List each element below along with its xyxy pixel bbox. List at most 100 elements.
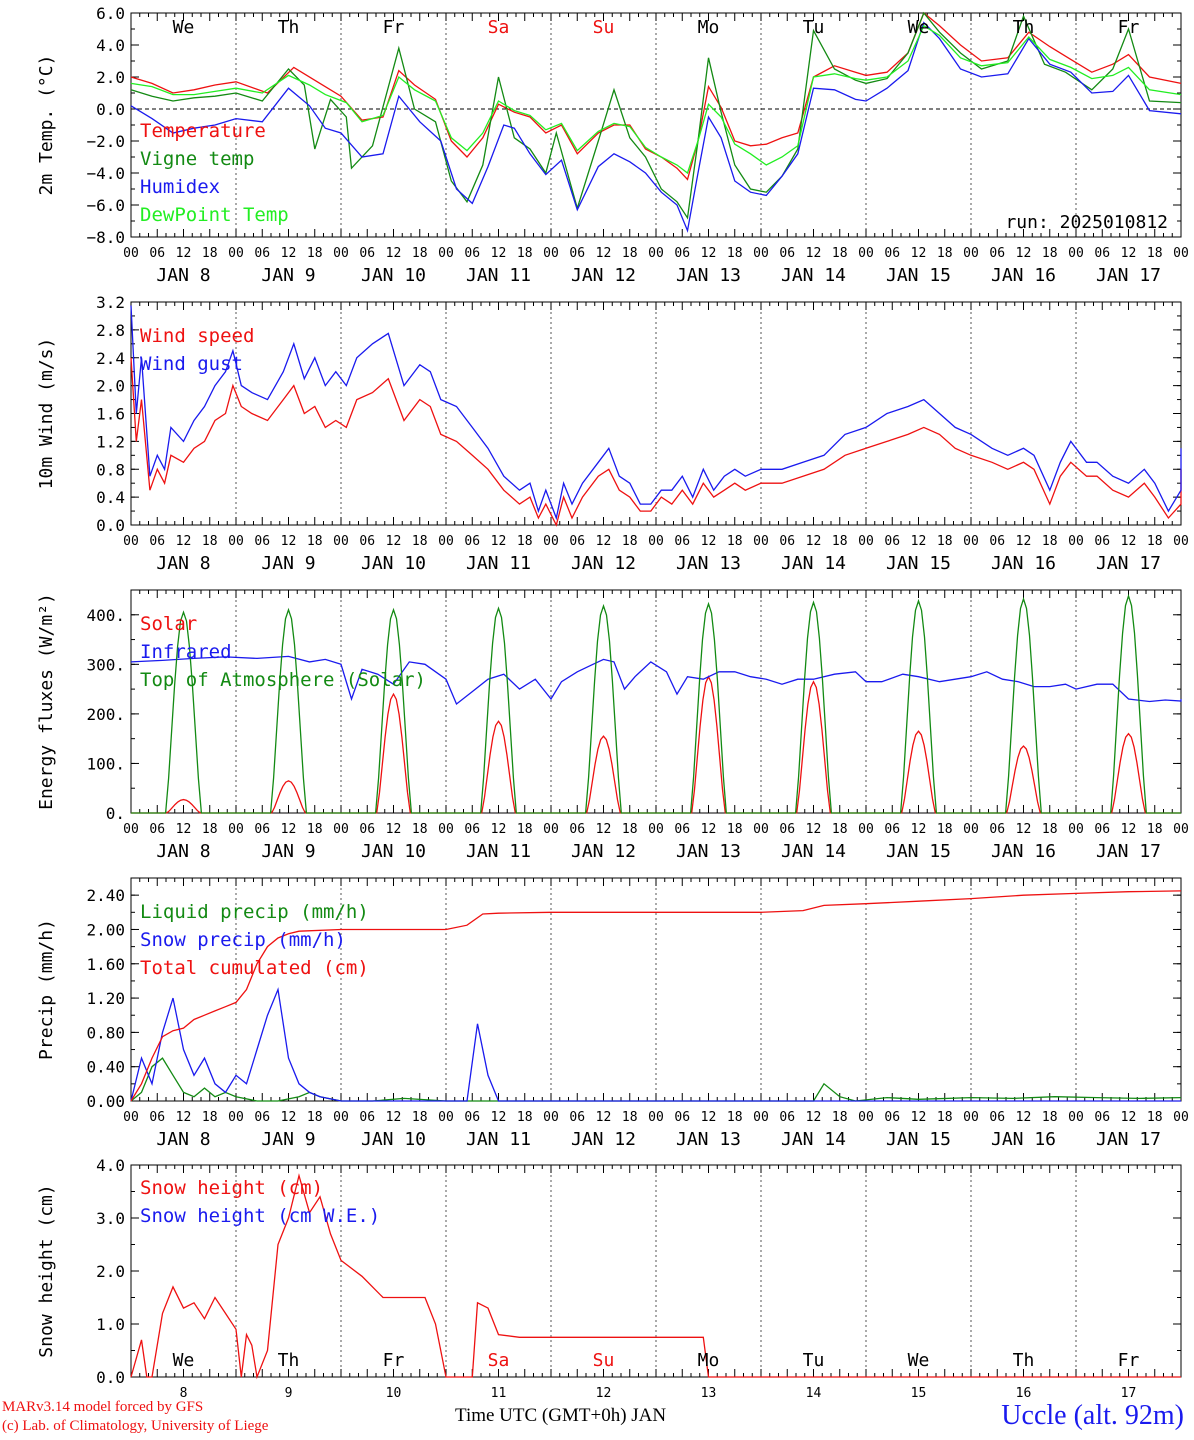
- hour-label: 00: [123, 822, 139, 837]
- y-tick-label: 3.0: [96, 1209, 125, 1228]
- y-tick-label: 200.: [86, 705, 125, 724]
- y-tick-label: 0.40: [86, 1058, 125, 1077]
- y-tick-label: 0.0: [96, 100, 125, 119]
- day-label: Mo: [698, 1350, 720, 1371]
- day-label: We: [908, 1350, 930, 1371]
- hour-label: 00: [1068, 1110, 1084, 1125]
- hour-label: 18: [937, 534, 953, 549]
- y-tick-label: 0.0: [96, 1368, 125, 1387]
- date-label: JAN 9: [261, 841, 315, 862]
- hour-label: 12: [911, 822, 927, 837]
- day-number-label: 10: [386, 1386, 402, 1401]
- date-label: JAN 11: [466, 265, 531, 286]
- hour-label: 06: [359, 822, 375, 837]
- station-label: Uccle (alt. 92m): [1001, 1400, 1184, 1431]
- hour-label: 06: [149, 1110, 165, 1125]
- y-tick-label: 2.8: [96, 321, 125, 340]
- hour-label: 12: [1016, 534, 1032, 549]
- hour-label: 12: [596, 822, 612, 837]
- y-tick-label: 2.00: [86, 920, 125, 939]
- y-axis-label: Snow height (cm): [36, 1184, 57, 1357]
- date-label: JAN 11: [466, 553, 531, 574]
- series-line: [130, 890, 1182, 1102]
- hour-label: 00: [753, 534, 769, 549]
- hour-label: 00: [648, 534, 664, 549]
- hour-label: 18: [412, 534, 428, 549]
- y-tick-label: −4.0: [86, 164, 125, 183]
- hour-label: 18: [517, 534, 533, 549]
- series-line: [131, 675, 1181, 814]
- hour-label: 00: [543, 534, 559, 549]
- y-tick-label: 0.8: [96, 460, 125, 479]
- date-label: JAN 8: [156, 265, 210, 286]
- hour-label: 18: [937, 822, 953, 837]
- hour-label: 12: [176, 1110, 192, 1125]
- hour-label: 12: [386, 246, 402, 261]
- hour-label: 18: [1042, 1110, 1058, 1125]
- day-number-label: 8: [180, 1386, 188, 1401]
- hour-label: 18: [727, 1110, 743, 1125]
- hour-label: 06: [1094, 1110, 1110, 1125]
- hour-label: 18: [937, 246, 953, 261]
- hour-label: 06: [359, 1110, 375, 1125]
- hour-label: 06: [254, 1110, 270, 1125]
- day-number-label: 11: [491, 1386, 507, 1401]
- y-tick-label: 2.4: [96, 349, 125, 368]
- day-number-label: 12: [596, 1386, 612, 1401]
- hour-label: 00: [123, 1110, 139, 1125]
- day-label: Su: [593, 17, 615, 38]
- y-axis-label: 2m Temp. (°C): [36, 55, 57, 196]
- hour-label: 00: [1173, 1110, 1189, 1125]
- y-tick-label: 2.0: [96, 68, 125, 87]
- hour-label: 00: [858, 534, 874, 549]
- hour-label: 00: [648, 246, 664, 261]
- y-tick-label: 2.0: [96, 1262, 125, 1281]
- hour-label: 18: [202, 1110, 218, 1125]
- hour-label: 06: [149, 246, 165, 261]
- hour-label: 12: [701, 246, 717, 261]
- hour-label: 12: [386, 822, 402, 837]
- hour-label: 18: [412, 822, 428, 837]
- day-label: Sa: [488, 1350, 510, 1371]
- date-label: JAN 14: [781, 265, 846, 286]
- y-tick-label: 1.0: [96, 1315, 125, 1334]
- hour-label: 18: [832, 822, 848, 837]
- day-number-label: 9: [285, 1386, 293, 1401]
- hour-label: 06: [569, 822, 585, 837]
- hour-label: 18: [517, 1110, 533, 1125]
- hour-label: 18: [727, 246, 743, 261]
- hour-label: 06: [569, 534, 585, 549]
- date-label: JAN 16: [991, 265, 1056, 286]
- y-tick-label: 1.2: [96, 432, 125, 451]
- hour-label: 18: [622, 246, 638, 261]
- legend-entry: Snow precip (mm/h): [140, 929, 346, 951]
- hour-label: 18: [1147, 534, 1163, 549]
- date-label: JAN 10: [361, 265, 426, 286]
- series-line: [130, 24, 1182, 175]
- hour-label: 12: [806, 534, 822, 549]
- date-label: JAN 9: [261, 1129, 315, 1150]
- series-line: [130, 357, 1182, 527]
- hour-label: 06: [1094, 822, 1110, 837]
- date-label: JAN 11: [466, 1129, 531, 1150]
- date-label: JAN 15: [886, 1129, 951, 1150]
- y-tick-label: 300.: [86, 655, 125, 674]
- series-line: [130, 1173, 1181, 1380]
- date-label: JAN 10: [361, 553, 426, 574]
- hour-label: 12: [491, 1110, 507, 1125]
- hour-label: 00: [858, 822, 874, 837]
- date-label: JAN 13: [676, 553, 741, 574]
- hour-label: 06: [464, 246, 480, 261]
- hour-label: 12: [176, 822, 192, 837]
- hour-label: 12: [806, 1110, 822, 1125]
- hour-label: 18: [727, 534, 743, 549]
- hour-label: 00: [963, 1110, 979, 1125]
- y-tick-label: 0.80: [86, 1023, 125, 1042]
- hour-label: 18: [307, 246, 323, 261]
- hour-label: 00: [228, 534, 244, 549]
- hour-label: 00: [1173, 822, 1189, 837]
- day-number-label: 13: [701, 1386, 717, 1401]
- y-tick-label: 1.6: [96, 405, 125, 424]
- date-label: JAN 17: [1096, 1129, 1161, 1150]
- day-label: Fr: [383, 17, 405, 38]
